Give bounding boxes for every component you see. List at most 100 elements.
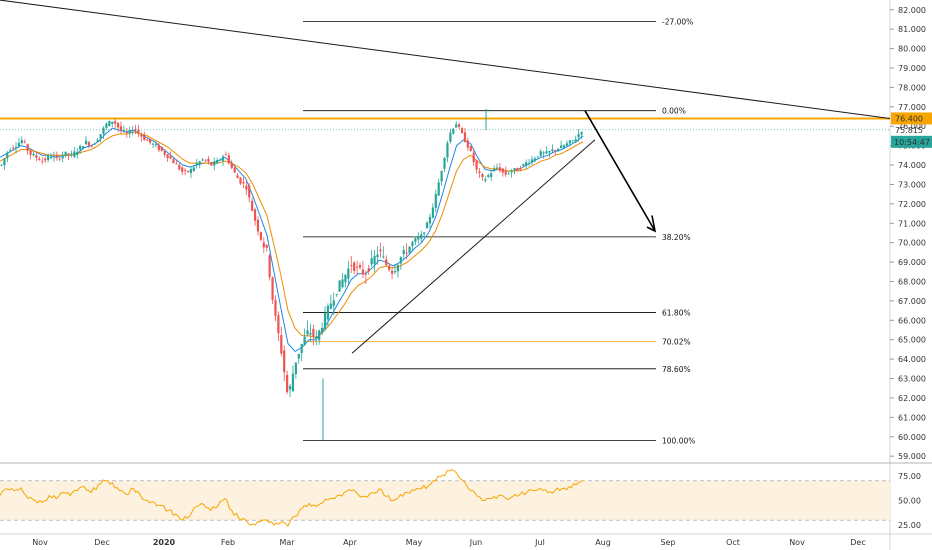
fibonacci-retracement[interactable]: -27.00% 0.00% 38.20% 61.80% 70.02% 78.60% 100.… bbox=[303, 17, 695, 446]
y-tick-label: 76.000 bbox=[898, 122, 926, 131]
candle-body bbox=[140, 134, 143, 137]
candle-body bbox=[134, 128, 137, 131]
candle-body bbox=[323, 312, 327, 329]
ema-slow-line bbox=[0, 131, 584, 339]
candle-body bbox=[280, 335, 283, 354]
candle-body bbox=[294, 362, 297, 375]
candle-body bbox=[481, 173, 484, 177]
candle-body bbox=[201, 159, 204, 161]
y-tick-label: 63.000 bbox=[898, 375, 926, 384]
candle-body bbox=[67, 153, 70, 155]
y-tick-label: 66.000 bbox=[898, 316, 926, 325]
x-tick-label: Dec bbox=[94, 538, 109, 547]
y-tick-label: 59.000 bbox=[898, 452, 926, 461]
rsi-panel: 75.00 50.00 25.00 bbox=[0, 469, 921, 530]
candle-body bbox=[396, 264, 399, 272]
price-labels: 76.400 75.815 10:54:47 bbox=[891, 112, 932, 148]
candle-body bbox=[420, 234, 423, 239]
candle-body bbox=[443, 157, 446, 169]
drawing-layer[interactable] bbox=[0, 0, 891, 354]
x-tick-label: 2020 bbox=[153, 538, 176, 547]
candle-body bbox=[224, 154, 228, 156]
candle-body bbox=[26, 144, 29, 151]
candle-body bbox=[245, 185, 248, 190]
candlestick-series[interactable] bbox=[0, 108, 583, 441]
arrow-head bbox=[646, 215, 657, 233]
candle-body bbox=[55, 155, 58, 158]
candle-body bbox=[96, 140, 99, 142]
candle-body bbox=[516, 167, 519, 171]
candle-body bbox=[189, 169, 193, 174]
candle-body bbox=[498, 167, 502, 171]
candle-body bbox=[61, 155, 64, 159]
candle-body bbox=[315, 336, 318, 339]
y-tick-label: 69.000 bbox=[898, 258, 926, 267]
candle-body bbox=[17, 142, 21, 147]
candle-body bbox=[329, 303, 332, 309]
candle-body bbox=[283, 350, 286, 373]
candle-body bbox=[160, 146, 163, 151]
candle-body bbox=[111, 121, 114, 124]
candle-body bbox=[143, 135, 146, 140]
candle-body bbox=[562, 145, 566, 148]
candle-body bbox=[571, 140, 574, 142]
y-tick-label: 60.000 bbox=[898, 433, 926, 442]
candle-body bbox=[195, 163, 198, 165]
candle-body bbox=[251, 200, 254, 211]
y-tick-label: 61.000 bbox=[898, 413, 926, 422]
fib-level-label: 61.80% bbox=[662, 309, 691, 318]
candle-body bbox=[76, 151, 79, 155]
ema-fast-line bbox=[0, 127, 584, 353]
x-tick-label: Nov bbox=[32, 538, 48, 547]
candle-body bbox=[341, 279, 344, 288]
rsi-tick-label: 25.00 bbox=[898, 521, 921, 530]
candle-body bbox=[565, 143, 569, 146]
candle-body bbox=[484, 179, 487, 181]
resistance-price-label: 76.400 bbox=[895, 114, 923, 123]
candle-body bbox=[533, 158, 537, 161]
candle-body bbox=[151, 143, 155, 145]
x-tick-label: Feb bbox=[221, 538, 235, 547]
x-tick-label: Aug bbox=[595, 538, 611, 547]
last-price-label: 75.815 bbox=[895, 126, 923, 135]
y-tick-label: 71.000 bbox=[898, 219, 926, 228]
candle-body bbox=[227, 155, 230, 164]
candle-body bbox=[184, 170, 187, 171]
x-tick-label: Nov bbox=[789, 538, 805, 547]
candle-body bbox=[12, 147, 15, 149]
candle-body bbox=[256, 219, 260, 232]
candle-body bbox=[70, 153, 73, 155]
candle-body bbox=[90, 145, 93, 147]
candle-body bbox=[81, 146, 85, 149]
candle-body bbox=[525, 162, 528, 167]
y-tick-label: 82.000 bbox=[898, 6, 926, 15]
candle-body bbox=[262, 242, 265, 248]
candle-body bbox=[14, 147, 18, 149]
candle-body bbox=[458, 124, 461, 127]
candle-body bbox=[411, 241, 414, 247]
candle-body bbox=[478, 171, 481, 173]
candle-body bbox=[364, 273, 367, 275]
candle-body bbox=[38, 158, 41, 161]
candle-body bbox=[277, 315, 280, 334]
candle-body bbox=[216, 160, 219, 164]
candle-body bbox=[192, 167, 195, 171]
candle-body bbox=[291, 373, 295, 392]
x-tick-label: Oct bbox=[726, 538, 740, 547]
descending-trendline bbox=[0, 0, 891, 119]
rsi-band bbox=[0, 480, 890, 521]
candle-body bbox=[286, 375, 289, 392]
candle-body bbox=[0, 164, 3, 166]
candle-body bbox=[221, 156, 225, 161]
y-axis: 82.000 81.000 80.000 79.000 78.000 77.000 76.0… bbox=[890, 6, 926, 461]
candle-body bbox=[434, 193, 437, 208]
y-tick-label: 81.000 bbox=[898, 25, 926, 34]
candle-body bbox=[501, 168, 504, 173]
candle-body bbox=[423, 232, 426, 234]
x-tick-label: Mar bbox=[279, 538, 295, 547]
rsi-tick-label: 75.00 bbox=[898, 472, 921, 481]
candle-body bbox=[347, 268, 350, 279]
candle-body bbox=[557, 148, 560, 151]
candle-body bbox=[248, 185, 251, 198]
